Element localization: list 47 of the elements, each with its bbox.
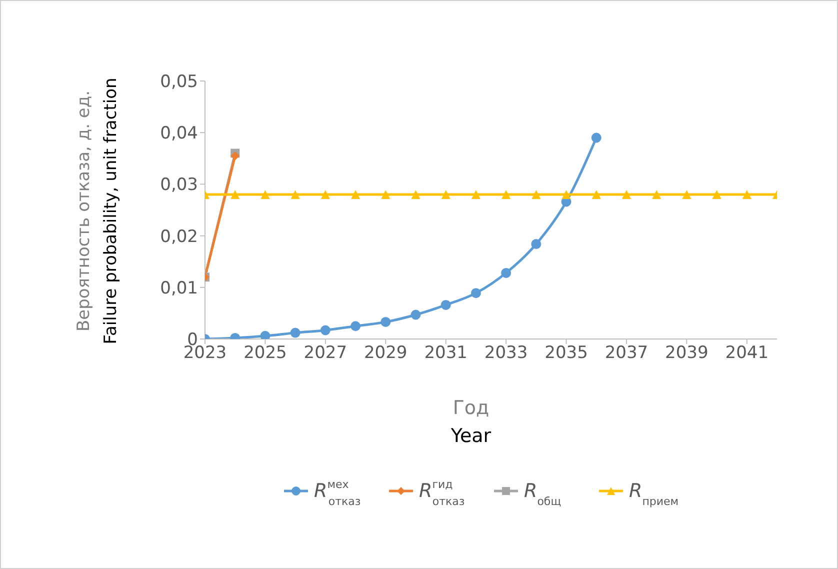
point [562,190,571,200]
point [501,268,512,278]
y-tick-label: 0,03 [160,175,198,196]
point [591,132,602,143]
y-tick-label: 0,04 [160,124,198,144]
x-tick-label: 2031 [424,343,468,364]
point [712,190,722,200]
x-tick-label: 2029 [364,343,408,364]
point [742,190,752,200]
x-tick-label: 2041 [725,343,769,364]
x-tick-label: 2037 [604,343,648,364]
legend-label: R$_{прием}$ [629,480,679,508]
point [532,190,541,200]
point [411,190,420,200]
legend-label: R$_{общ}$ [524,480,562,508]
y-axis-title: Вероятность отказа, д. ед. Failure probability, unit fraction [74,78,121,344]
point [380,316,391,327]
point [381,190,390,200]
point [592,190,601,200]
point [440,300,451,310]
point [350,321,361,332]
point [260,190,270,200]
point [290,190,300,200]
point [351,190,360,200]
x-axis-title: Год Year [450,397,492,447]
x-tick-label: 2025 [244,343,287,364]
point [260,330,270,339]
point [682,190,692,200]
point [622,190,631,200]
point [531,239,542,250]
point [410,310,421,320]
x-tick-label: 2039 [665,343,708,364]
point [320,190,330,200]
y-tick-label: 0,05 [160,72,198,92]
point [502,190,511,200]
point [471,190,480,200]
y-tick-label: 0,01 [160,278,198,298]
x-tick-label: 2033 [484,343,528,364]
point [470,288,481,298]
point [441,190,450,200]
x-tick-label: 2035 [544,343,588,364]
point [320,325,330,336]
point [652,190,662,200]
point [290,328,300,338]
y-tick-label: 0,02 [160,226,198,247]
x-tick-label: 2027 [304,343,348,364]
point [230,190,240,200]
